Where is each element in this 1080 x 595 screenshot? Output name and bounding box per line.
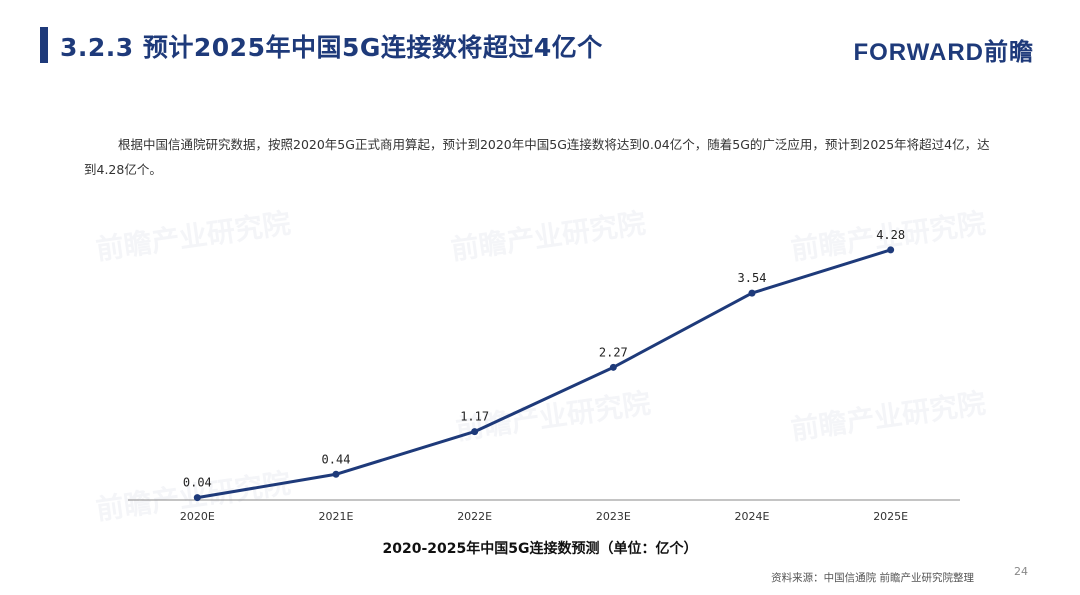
- data-label: 0.04: [183, 476, 212, 490]
- data-point: [609, 363, 617, 371]
- page-title: 3.2.3 预计2025年中国5G连接数将超过4亿个: [60, 33, 603, 62]
- series-line: [197, 248, 892, 500]
- x-tick-label: 2025E: [873, 510, 908, 523]
- data-point: [193, 494, 201, 502]
- x-tick-label: 2024E: [735, 510, 770, 523]
- description-paragraph: 根据中国信通院研究数据，按照2020年5G正式商用算起，预计到2020年中国5G…: [84, 137, 990, 177]
- data-label: 1.17: [460, 410, 489, 424]
- data-point: [748, 289, 756, 297]
- data-label: 2.27: [599, 345, 628, 359]
- data-label: 3.54: [738, 271, 767, 285]
- title-accent-bar: [40, 27, 48, 63]
- source-note: 资料来源：中国信通院 前瞻产业研究院整理: [771, 572, 974, 584]
- chart-title: 2020-2025年中国5G连接数预测（单位：亿个）: [382, 541, 698, 557]
- data-label: 4.28: [876, 228, 905, 242]
- data-point: [332, 470, 340, 478]
- data-label: 0.44: [322, 452, 351, 466]
- x-tick-label: 2023E: [596, 510, 631, 523]
- x-tick-label: 2021E: [319, 510, 354, 523]
- data-point: [887, 246, 895, 254]
- x-tick-label: 2022E: [457, 510, 492, 523]
- brand-logo: FORWARD前瞻: [853, 39, 1034, 66]
- page-number: 24: [1014, 565, 1028, 578]
- x-tick-label: 2020E: [180, 510, 215, 523]
- data-point: [471, 428, 479, 436]
